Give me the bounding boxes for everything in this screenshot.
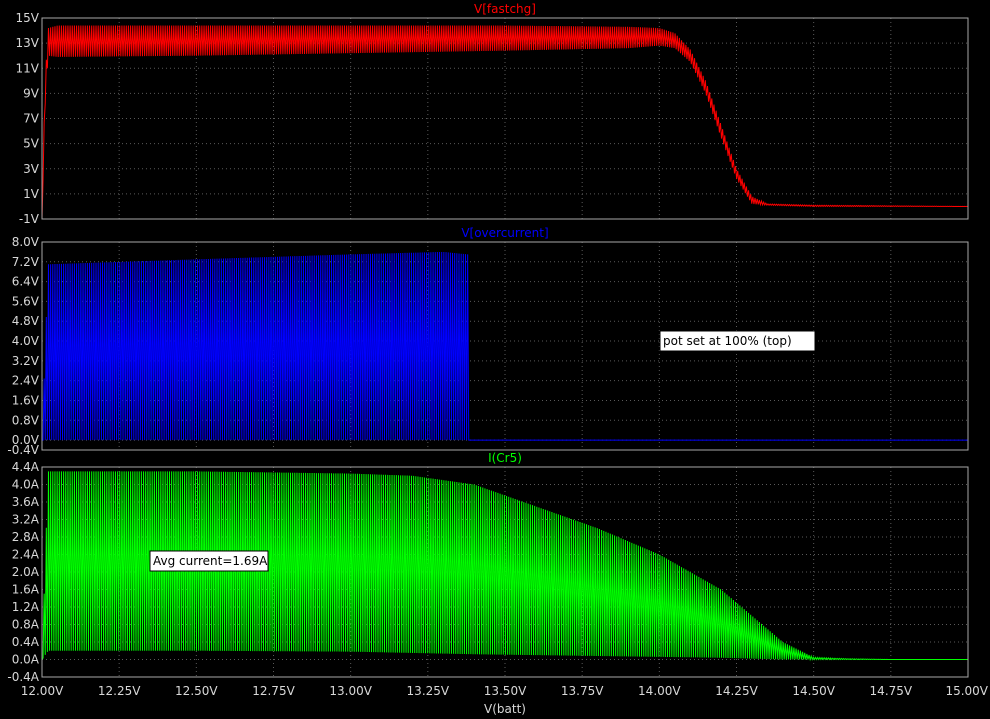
x-tick-9: 14.25V — [715, 684, 758, 698]
panel-2-y-tick-4: 4.8V — [12, 314, 40, 328]
panel-2-y-tick-3: 5.6V — [12, 294, 40, 308]
panel-1-y-tick-8: -1V — [19, 212, 40, 226]
panel-1-y-tick-0: 15V — [16, 11, 40, 25]
panel-1-y-tick-5: 5V — [23, 137, 40, 151]
panel-2-y-tick-6: 3.2V — [12, 354, 40, 368]
x-tick-10: 14.50V — [792, 684, 835, 698]
panel-2-trace — [42, 251, 968, 441]
frames-layer — [41, 17, 969, 678]
panel-2-y-tick-2: 6.4V — [12, 275, 40, 289]
panel-2-y-tick-1: 7.2V — [12, 255, 40, 269]
panel-1-frame — [41, 17, 969, 220]
x-tick-5: 13.25V — [407, 684, 450, 698]
panel-3-annotation-box — [149, 550, 269, 572]
panel-2-y-tick-11: -0.4V — [7, 443, 39, 457]
panel-1-y-tick-3: 9V — [23, 86, 40, 100]
panel-2-y-tick-8: 1.6V — [12, 393, 40, 407]
panel-3-annotation: Avg current=1.69A — [153, 554, 268, 568]
panel-1-y-tick-1: 13V — [16, 36, 40, 50]
x-tick-1: 12.25V — [98, 684, 141, 698]
panel-2-title: V[overcurrent] — [461, 226, 548, 240]
panel-2-y-tick-10: 0.0V — [12, 433, 40, 447]
panel-3-y-tick-3: 3.2A — [12, 513, 40, 527]
panel-3-y-tick-8: 1.2A — [12, 600, 40, 614]
x-tick-12: 15.00V — [945, 684, 988, 698]
panel-3-y-tick-7: 1.6A — [12, 583, 40, 597]
panel-1-trace — [41, 25, 968, 220]
panel-2-annotation-box — [659, 330, 816, 352]
x-tick-0: 12.00V — [21, 684, 64, 698]
panel-2-y-tick-0: 8.0V — [12, 235, 40, 249]
panel-3-y-tick-5: 2.4A — [12, 548, 40, 562]
panel-3-y-tick-4: 2.8A — [12, 530, 40, 544]
panel-2-y-tick-7: 2.4V — [12, 374, 40, 388]
panel-3-y-tick-2: 3.6A — [12, 495, 40, 509]
panel-3-frame — [41, 466, 969, 678]
traces-layer — [41, 25, 968, 662]
panel-3-title: I(Cr5) — [488, 451, 522, 465]
panel-1-title: V[fastchg] — [474, 2, 536, 16]
panel-2-y-tick-9: 0.8V — [12, 413, 40, 427]
labels-layer: 15V 13V 11V 9V 7V 5V 3V 1V -1V V[fastchg] 8.0V 7.2V… — [7, 2, 988, 698]
panel-3-y-tick-10: 0.4A — [12, 635, 40, 649]
panel-1-y-tick-6: 3V — [23, 162, 40, 176]
panel-1-y-tick-7: 1V — [23, 187, 40, 201]
x-tick-6: 13.50V — [484, 684, 527, 698]
panel-2-frame — [41, 241, 969, 451]
panel-2-annotation: pot set at 100% (top) — [663, 334, 792, 348]
panel-3-y-tick-12: -0.4A — [7, 670, 39, 684]
x-axis-label: V(batt) — [484, 702, 526, 716]
x-tick-7: 13.75V — [561, 684, 604, 698]
panel-2-y-tick-5: 4.0V — [12, 334, 40, 348]
x-tick-3: 12.75V — [252, 684, 295, 698]
x-tick-8: 14.00V — [638, 684, 681, 698]
panel-3-y-tick-9: 0.8A — [12, 618, 40, 632]
x-tick-2: 12.50V — [175, 684, 218, 698]
x-tick-11: 14.75V — [870, 684, 913, 698]
panel-3-y-tick-0: 4.4A — [12, 460, 40, 474]
x-tick-4: 13.00V — [329, 684, 372, 698]
panel-1-y-tick-2: 11V — [16, 61, 40, 75]
panel-3-y-tick-11: 0.0A — [12, 653, 40, 667]
panel-3-y-tick-1: 4.0A — [12, 478, 40, 492]
panel-1-y-tick-4: 7V — [23, 112, 40, 126]
panel-3-trace — [41, 471, 968, 662]
panel-3-y-tick-6: 2.0A — [12, 565, 40, 579]
